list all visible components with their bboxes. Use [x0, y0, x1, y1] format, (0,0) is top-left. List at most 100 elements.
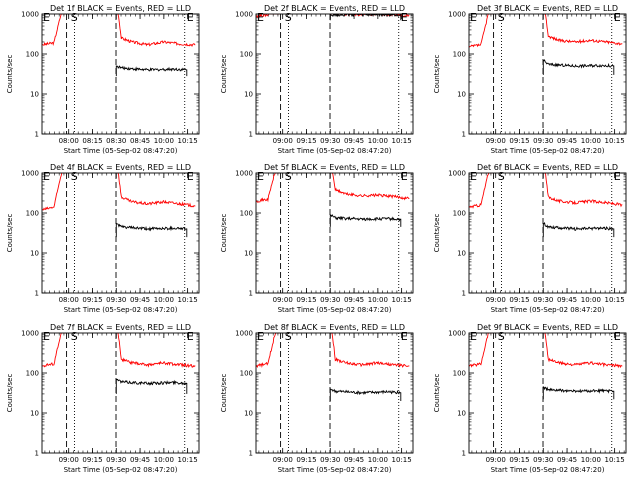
- y-tick-label: 1: [249, 290, 253, 298]
- x-tick-label: 09:30: [106, 456, 126, 464]
- marker-s: S: [498, 170, 505, 183]
- x-tick-label: 09:00: [273, 296, 293, 304]
- x-tick-label: 10:15: [605, 296, 625, 304]
- marker-e: E: [257, 170, 264, 183]
- y-tick-label: 1000: [235, 170, 253, 178]
- plot-frame: [255, 13, 414, 135]
- y-tick-label: 100: [240, 210, 253, 218]
- marker-e: E: [43, 330, 50, 343]
- x-tick-label: 08:00: [59, 296, 79, 304]
- marker-e: E: [401, 11, 408, 24]
- x-tick-label: 10:15: [178, 137, 198, 145]
- plot-frame: [41, 13, 200, 135]
- panel-2: Det 2f BLACK = Events, RED = LLD Counts/s…: [220, 4, 414, 155]
- x-tick-label: 09:30: [106, 296, 126, 304]
- x-axis-label: Start Time (05-Sep-02 08:47:20): [64, 306, 178, 314]
- events-curve: [115, 378, 188, 394]
- y-tick-label: 10: [30, 410, 39, 418]
- y-tick-label: 1000: [21, 330, 39, 338]
- marker-e: E: [614, 11, 621, 24]
- x-tick-label: 10:15: [392, 137, 412, 145]
- x-tick-label: 09:15: [296, 296, 316, 304]
- y-tick-label: 10: [244, 410, 253, 418]
- marker-e: E: [470, 11, 477, 24]
- panel-title: Det 9f BLACK = Events, RED = LLD: [477, 323, 618, 332]
- y-tick-label: 10: [244, 250, 253, 258]
- y-axis-label: Counts/sec: [220, 374, 228, 413]
- marker-s: S: [285, 330, 292, 343]
- marker-s: S: [71, 11, 78, 24]
- marker-e: E: [257, 330, 264, 343]
- y-tick-label: 100: [26, 210, 39, 218]
- y-tick-label: 1: [35, 450, 39, 458]
- x-tick-label: 09:00: [486, 296, 506, 304]
- curves: [256, 173, 410, 227]
- x-tick-label: 09:30: [320, 296, 340, 304]
- x-axis-label: Start Time (05-Sep-02 08:47:20): [491, 147, 605, 155]
- x-axis-label: Start Time (05-Sep-02 08:47:20): [278, 306, 392, 314]
- y-tick-label: 1000: [21, 11, 39, 19]
- x-axis-label: Start Time (05-Sep-02 08:47:20): [491, 306, 605, 314]
- y-tick-label: 10: [457, 410, 466, 418]
- x-tick-label: 09:00: [59, 456, 79, 464]
- x-tick-label: 09:00: [273, 456, 293, 464]
- x-tick-label: 09:45: [557, 296, 577, 304]
- curves: [42, 173, 196, 238]
- x-tick-label: 09:15: [509, 137, 529, 145]
- events-curve: [329, 213, 402, 227]
- plot-frame: [468, 172, 627, 294]
- marker-e: E: [470, 330, 477, 343]
- y-tick-label: 100: [240, 51, 253, 59]
- x-axis-label: Start Time (05-Sep-02 08:47:20): [278, 147, 392, 155]
- y-tick-label: 1: [35, 131, 39, 139]
- curves: [469, 173, 623, 238]
- curves: [42, 14, 196, 77]
- x-tick-label: 09:45: [344, 137, 364, 145]
- x-tick-label: 10:15: [605, 137, 625, 145]
- events-curve: [542, 386, 615, 400]
- marker-e: E: [401, 330, 408, 343]
- panel-8: Det 8f BLACK = Events, RED = LLD Counts/s…: [220, 323, 414, 474]
- events-curve: [115, 222, 188, 238]
- x-tick-label: 09:30: [533, 137, 553, 145]
- x-tick-label: 10:00: [368, 456, 388, 464]
- y-tick-label: 1: [249, 131, 253, 139]
- panel-3: Det 3f BLACK = Events, RED = LLD Counts/s…: [433, 4, 627, 155]
- panel-9: Det 9f BLACK = Events, RED = LLD Counts/s…: [433, 323, 627, 474]
- y-tick-label: 1: [462, 131, 466, 139]
- lld-curve: [256, 14, 280, 19]
- lld-curve: [469, 14, 493, 48]
- lld-curve: [330, 173, 410, 201]
- panel-title: Det 1f BLACK = Events, RED = LLD: [50, 4, 191, 13]
- x-axis-label: Start Time (05-Sep-02 08:47:20): [64, 466, 178, 474]
- panel-5: Det 5f BLACK = Events, RED = LLD Counts/s…: [220, 163, 414, 314]
- y-tick-label: 10: [30, 250, 39, 258]
- lld-curve: [42, 173, 66, 211]
- x-tick-label: 08:30: [106, 137, 126, 145]
- x-tick-label: 09:15: [509, 456, 529, 464]
- curves: [469, 333, 623, 400]
- y-tick-label: 100: [240, 370, 253, 378]
- marker-s: S: [285, 170, 292, 183]
- y-axis-label: Counts/sec: [6, 214, 14, 253]
- panel-title: Det 2f BLACK = Events, RED = LLD: [264, 4, 405, 13]
- x-tick-label: 09:30: [320, 456, 340, 464]
- x-tick-label: 10:00: [581, 137, 601, 145]
- panel-title: Det 5f BLACK = Events, RED = LLD: [264, 163, 405, 172]
- events-curve: [542, 59, 615, 75]
- marker-s: S: [71, 330, 78, 343]
- x-tick-label: 08:45: [130, 137, 150, 145]
- x-axis-label: Start Time (05-Sep-02 08:47:20): [278, 466, 392, 474]
- x-tick-label: 09:15: [82, 456, 102, 464]
- y-tick-label: 1: [462, 290, 466, 298]
- x-tick-label: 09:15: [509, 296, 529, 304]
- x-tick-label: 10:00: [154, 456, 174, 464]
- y-tick-label: 10: [30, 91, 39, 99]
- plot-frame: [41, 332, 200, 454]
- x-tick-label: 09:00: [273, 137, 293, 145]
- lld-curve: [469, 173, 493, 209]
- x-tick-label: 09:30: [320, 137, 340, 145]
- x-tick-label: 10:00: [581, 296, 601, 304]
- marker-s: S: [498, 11, 505, 24]
